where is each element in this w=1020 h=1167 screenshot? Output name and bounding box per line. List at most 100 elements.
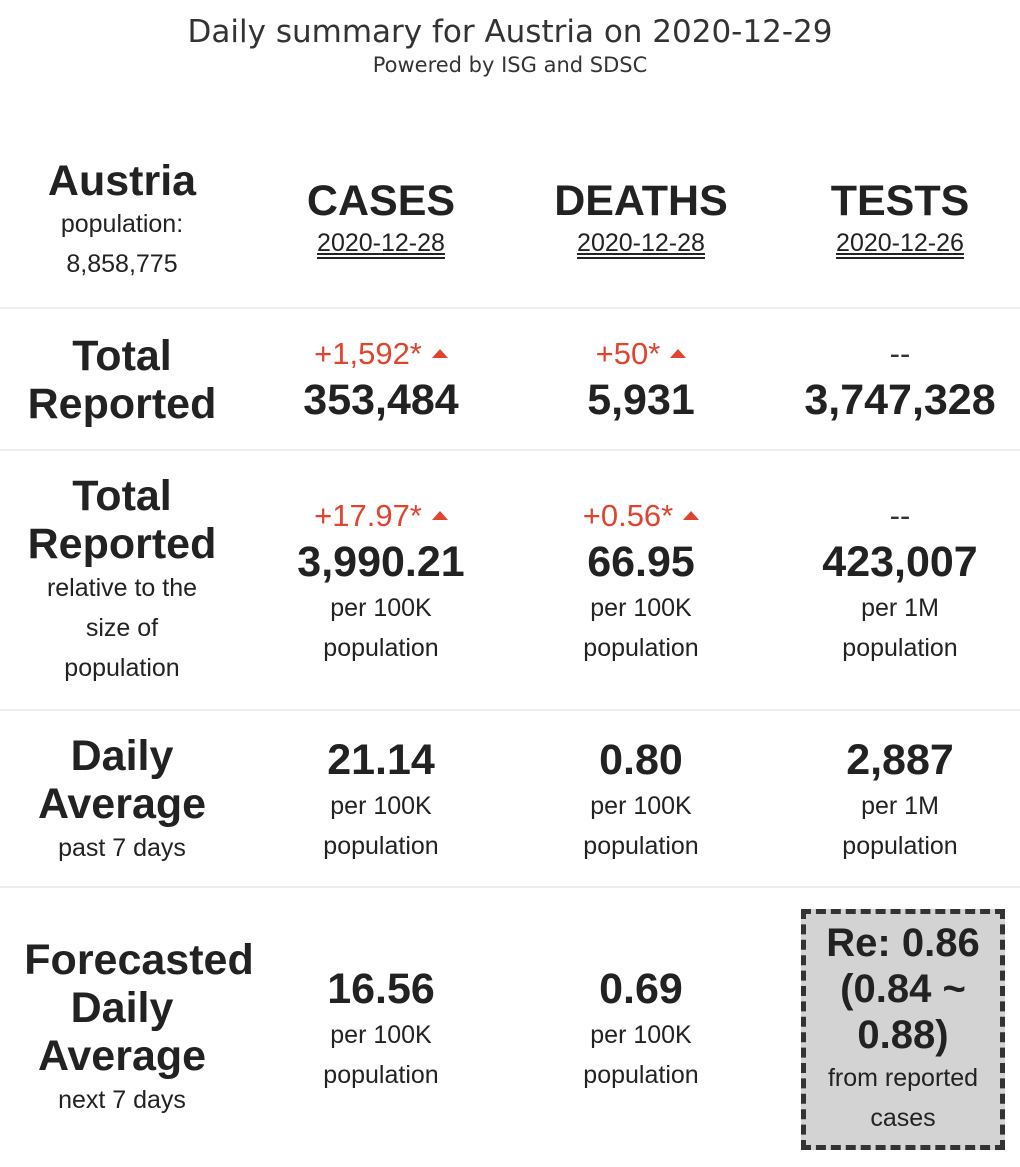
- unit-line: population: [323, 1061, 439, 1089]
- daily-deaths-cell: 0.80 per 100K population: [514, 734, 768, 866]
- relative-cases-cell: +17.97* 3,990.21 per 100K population: [254, 496, 508, 668]
- row-divider: [0, 709, 1020, 711]
- delta-text: +1,592*: [314, 336, 422, 371]
- daily-tests-cell: 2,887 per 1M population: [774, 734, 1020, 866]
- deaths-date: 2020-12-28: [577, 229, 705, 257]
- cases-column-header: CASES 2020-12-28: [254, 178, 508, 262]
- row-label-line: Reported: [27, 520, 217, 568]
- forecast-label: Forecasted: [0, 936, 278, 984]
- unit-line: population: [842, 832, 958, 860]
- forecast-deaths-cell: 0.69 per 100K population: [514, 963, 768, 1095]
- total-tests-cell: -- 3,747,328: [774, 334, 1020, 426]
- daily-cases-value: 21.14: [327, 736, 435, 784]
- up-triangle-icon: [670, 349, 687, 359]
- relative-row: Total Reported relative to the size of p…: [0, 472, 1020, 692]
- relative-deaths-value: 66.95: [587, 538, 695, 586]
- row-label-line: Daily: [70, 732, 174, 780]
- unit-line: population: [323, 832, 439, 860]
- population-label: population:: [60, 210, 184, 238]
- unit-line: population: [842, 634, 958, 662]
- row-sub-line: size of: [85, 614, 159, 642]
- up-triangle-icon: [431, 349, 448, 359]
- row-label-line: Average: [37, 1032, 207, 1080]
- daily-average-label: Daily Average past 7 days: [0, 732, 244, 868]
- re-source-line: from reported: [827, 1064, 979, 1092]
- forecast-row: Forecasted Daily Average next 7 days 16.…: [0, 936, 1020, 1126]
- relative-label: Total Reported relative to the size of p…: [0, 472, 244, 688]
- deaths-column-header: DEATHS 2020-12-28: [514, 178, 768, 262]
- total-tests-value: 3,747,328: [804, 376, 996, 424]
- country-cell: Austria population: 8,858,775: [0, 158, 244, 284]
- forecast-deaths-value: 0.69: [599, 965, 683, 1013]
- re-estimate-box: Re: 0.86 (0.84 ~ 0.88) from reported cas…: [801, 909, 1005, 1150]
- total-cases-value: 353,484: [303, 376, 459, 424]
- deaths-title: DEATHS: [554, 177, 728, 225]
- unit-line: per 1M: [861, 792, 939, 820]
- re-value: Re: 0.86: [826, 921, 980, 965]
- forecast-label-rest: Daily Average next 7 days: [0, 984, 244, 1120]
- cases-delta: +17.97*: [254, 496, 508, 536]
- column-header-row: Austria population: 8,858,775 CASES 2020…: [0, 158, 1020, 298]
- total-reported-row: Total Reported +1,592* 353,484 +50* 5,93…: [0, 332, 1020, 432]
- row-divider: [0, 886, 1020, 888]
- row-label-line: Total: [72, 332, 172, 380]
- unit-line: population: [323, 634, 439, 662]
- unit-line: per 100K: [590, 594, 692, 622]
- re-range-line: 0.88): [857, 1013, 949, 1057]
- re-source-line: cases: [870, 1104, 936, 1132]
- tests-column-header: TESTS 2020-12-26: [774, 178, 1020, 262]
- unit-line: per 1M: [861, 594, 939, 622]
- tests-date: 2020-12-26: [836, 229, 964, 257]
- relative-cases-value: 3,990.21: [297, 538, 465, 586]
- total-deaths-value: 5,931: [587, 376, 695, 424]
- delta-text: +0.56*: [582, 498, 674, 533]
- unit-line: population: [583, 832, 699, 860]
- row-label-line: Reported: [27, 380, 217, 428]
- row-sub-line: past 7 days: [58, 834, 186, 862]
- row-sub-line: relative to the: [46, 574, 198, 602]
- deaths-delta: +50*: [514, 334, 768, 374]
- delta-text: +50*: [595, 336, 661, 371]
- relative-tests-value: 423,007: [822, 538, 978, 586]
- page-subtitle: Powered by ISG and SDSC: [372, 53, 648, 77]
- total-cases-cell: +1,592* 353,484: [254, 334, 508, 426]
- row-label-line: Daily: [70, 984, 174, 1032]
- total-reported-label: Total Reported: [0, 332, 244, 428]
- re-range-line: (0.84 ~: [840, 967, 966, 1011]
- total-deaths-cell: +50* 5,931: [514, 334, 768, 426]
- relative-tests-cell: -- 423,007 per 1M population: [774, 496, 1020, 668]
- unit-line: per 100K: [590, 792, 692, 820]
- row-label-line: Forecasted: [24, 936, 254, 984]
- row-sub-line: next 7 days: [58, 1086, 186, 1114]
- row-label-line: Average: [37, 780, 207, 828]
- up-triangle-icon: [431, 511, 448, 521]
- forecast-cases-value: 16.56: [327, 965, 435, 1013]
- page-title: Daily summary for Austria on 2020-12-29: [187, 14, 833, 50]
- cases-date: 2020-12-28: [317, 229, 445, 257]
- unit-line: per 100K: [330, 792, 432, 820]
- cases-title: CASES: [306, 177, 456, 225]
- tests-title: TESTS: [830, 177, 970, 225]
- country-name: Austria: [47, 157, 197, 205]
- daily-deaths-value: 0.80: [599, 736, 683, 784]
- delta-text: +17.97*: [314, 498, 422, 533]
- cases-delta: +1,592*: [254, 334, 508, 374]
- tests-delta: --: [889, 336, 911, 371]
- up-triangle-icon: [683, 511, 700, 521]
- report-header: Daily summary for Austria on 2020-12-29 …: [0, 12, 1020, 78]
- daily-tests-value: 2,887: [846, 736, 954, 784]
- row-label-line: Total: [72, 472, 172, 520]
- row-sub-line: population: [64, 654, 180, 682]
- population-value: 8,858,775: [66, 250, 178, 278]
- unit-line: population: [583, 1061, 699, 1089]
- row-divider: [0, 307, 1020, 309]
- unit-line: per 100K: [330, 1021, 432, 1049]
- forecast-cases-cell: 16.56 per 100K population: [254, 963, 508, 1095]
- deaths-delta: +0.56*: [514, 496, 768, 536]
- unit-line: population: [583, 634, 699, 662]
- row-divider: [0, 449, 1020, 451]
- relative-deaths-cell: +0.56* 66.95 per 100K population: [514, 496, 768, 668]
- daily-average-row: Daily Average past 7 days 21.14 per 100K…: [0, 732, 1020, 872]
- daily-cases-cell: 21.14 per 100K population: [254, 734, 508, 866]
- unit-line: per 100K: [330, 594, 432, 622]
